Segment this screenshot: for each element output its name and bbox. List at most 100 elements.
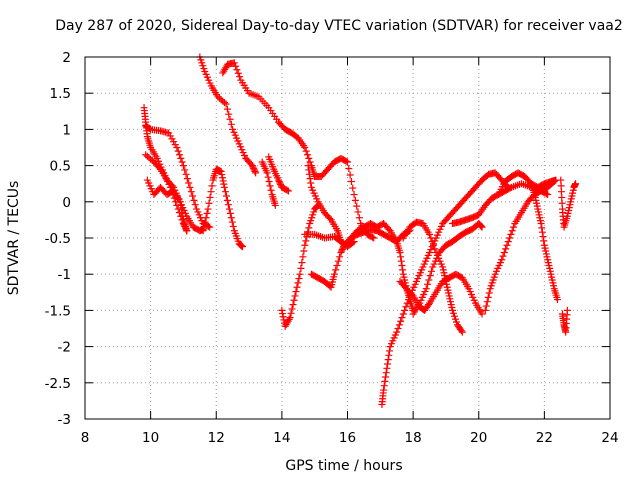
data-point	[290, 296, 298, 304]
data-point	[263, 169, 271, 177]
data-point	[264, 173, 272, 181]
data-point	[429, 241, 437, 249]
data-point	[286, 314, 294, 322]
data-point	[287, 309, 295, 317]
data-point	[220, 99, 228, 107]
data-point	[428, 238, 436, 246]
y-tick-label: 1	[62, 122, 71, 138]
data-point	[293, 283, 301, 291]
series-track-19	[409, 220, 486, 318]
data-point	[219, 177, 227, 185]
data-point	[233, 66, 241, 74]
data-point	[346, 171, 354, 179]
data-point	[337, 238, 345, 246]
series-track-25	[558, 306, 571, 336]
data-point	[397, 257, 405, 265]
data-point	[398, 262, 406, 270]
series-track-6	[196, 53, 260, 177]
data-point	[183, 227, 191, 235]
data-point	[538, 228, 546, 236]
data-point	[395, 321, 403, 329]
y-tick-label: 0.5	[50, 159, 71, 175]
y-axis-label: SDTVAR / TECUs	[6, 181, 22, 296]
series-track-11	[301, 230, 358, 251]
data-point	[481, 306, 489, 314]
data-point	[301, 241, 309, 249]
y-tick-label: -2.5	[45, 376, 71, 392]
data-point	[399, 266, 407, 274]
data-point	[326, 214, 334, 222]
data-point	[382, 373, 390, 381]
series-track-2	[142, 122, 214, 231]
data-point	[380, 386, 388, 394]
data-point	[266, 182, 274, 190]
x-tick-label: 24	[601, 430, 618, 446]
data-point	[332, 266, 340, 274]
data-point	[200, 222, 208, 230]
data-point	[342, 157, 350, 165]
data-point	[305, 224, 313, 232]
data-point	[431, 245, 439, 253]
data-point	[298, 259, 306, 267]
data-point	[397, 317, 405, 325]
data-point	[304, 162, 312, 170]
data-point	[538, 224, 546, 232]
data-point	[227, 214, 235, 222]
data-point	[220, 183, 228, 191]
data-point	[398, 314, 406, 322]
series-track-18	[399, 218, 466, 336]
data-point	[384, 356, 392, 364]
data-point	[225, 110, 233, 118]
data-point	[204, 205, 212, 213]
data-point	[186, 183, 194, 191]
data-point	[425, 301, 433, 309]
data-point	[199, 227, 207, 235]
data-point	[384, 360, 392, 368]
data-point	[278, 306, 286, 314]
data-point	[507, 230, 515, 238]
data-point	[205, 199, 213, 207]
data-point	[294, 279, 302, 287]
data-point	[508, 227, 516, 235]
data-point	[307, 179, 315, 187]
axes: 8 10 12 14 16 18 20 22 24-3-2.5-2-1.5-1-0.500.51…	[45, 50, 619, 446]
data-point	[382, 369, 390, 377]
data-point	[345, 164, 353, 172]
y-tick-label: -1.5	[45, 303, 71, 319]
data-point	[297, 264, 305, 272]
data-point	[292, 288, 300, 296]
data-point	[334, 257, 342, 265]
data-point	[498, 256, 506, 264]
data-point	[399, 310, 407, 318]
data-point	[222, 192, 230, 200]
data-point	[284, 187, 292, 195]
y-tick-label: -3	[58, 412, 71, 428]
series-track-13	[304, 162, 345, 246]
data-point	[355, 214, 363, 222]
data-point	[457, 327, 465, 335]
data-point	[408, 290, 416, 298]
data-point	[347, 178, 355, 186]
y-tick-label: -1	[58, 267, 71, 283]
data-point	[344, 158, 351, 166]
data-point	[179, 162, 187, 170]
series-track-22	[494, 169, 561, 304]
data-point	[539, 233, 547, 241]
data-point	[305, 154, 313, 162]
data-point	[174, 147, 182, 155]
data-point	[396, 248, 404, 256]
data-point	[537, 220, 545, 228]
data-point	[220, 180, 228, 188]
chart-title: Day 287 of 2020, Sidereal Day-to-day VTE…	[55, 18, 623, 34]
data-point	[227, 120, 235, 128]
x-tick-label: 12	[208, 430, 225, 446]
data-point	[478, 223, 486, 231]
y-tick-label: 0	[62, 195, 71, 211]
data-point	[267, 186, 275, 194]
series-track-5	[199, 165, 246, 251]
x-tick-label: 20	[470, 430, 487, 446]
data-point	[236, 73, 244, 81]
data-point	[503, 241, 511, 249]
data-point	[296, 270, 304, 278]
